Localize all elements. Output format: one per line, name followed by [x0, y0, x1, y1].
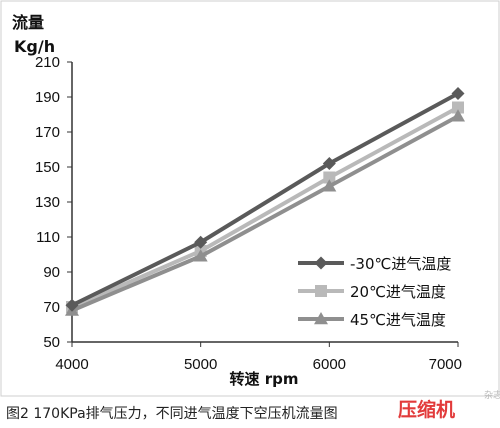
y-ticks: 50 70 90 110 130 150 170 190 210	[35, 54, 72, 351]
series-line	[71, 91, 459, 308]
legend-marker	[315, 285, 327, 297]
legend-marker	[314, 312, 328, 325]
data-point	[65, 298, 79, 312]
y-tick-label: 110	[36, 229, 60, 246]
series-layer	[65, 87, 465, 316]
legend-marker	[314, 256, 328, 270]
legend-item: 20℃进气温度	[298, 283, 446, 301]
y-tick-label: 210	[35, 54, 60, 71]
x-tick-label: 4000	[55, 356, 88, 373]
data-point	[194, 235, 208, 249]
y-tick-label: 90	[43, 264, 60, 281]
y-tick-label: 190	[35, 89, 60, 106]
y-tick-label: 170	[35, 124, 60, 141]
data-point	[322, 157, 336, 170]
x-ticks: 4000 5000 6000 7000	[55, 342, 462, 373]
x-axis-label: 转速 rpm	[230, 370, 299, 388]
y-tick-label: 50	[43, 334, 60, 351]
chart-frame	[0, 0, 500, 397]
legend-label: -30℃进气温度	[350, 255, 451, 273]
data-point	[452, 101, 464, 114]
legend-label: 45℃进气温度	[350, 311, 446, 329]
data-point	[322, 179, 337, 192]
legend-item: -30℃进气温度	[298, 255, 451, 273]
y-axis-label-line1: 流量	[12, 13, 44, 32]
y-tick-label: 130	[35, 194, 60, 211]
series-line	[71, 105, 459, 309]
data-point	[193, 249, 208, 262]
legend-item: 45℃进气温度	[298, 311, 446, 329]
data-point	[323, 171, 336, 184]
data-point	[451, 87, 465, 100]
x-tick-label: 7000	[429, 356, 462, 373]
series-line	[71, 114, 459, 313]
figure-caption: 图2 170KPa排气压力，不同进气温度下空压机流量图	[6, 406, 338, 422]
x-tick-label: 5000	[184, 356, 217, 373]
legend-label: 20℃进气温度	[350, 283, 446, 301]
y-axis-label-line2: Kg/h	[14, 37, 55, 56]
legend: -30℃进气温度 20℃进气温度 45℃进气温度	[298, 255, 451, 329]
watermark-side: 杂志	[484, 389, 500, 401]
data-point	[451, 109, 465, 122]
series-triangle	[65, 109, 465, 316]
watermark-logo: 压缩机	[398, 398, 455, 421]
y-tick-label: 150	[35, 159, 60, 176]
series-square	[66, 101, 464, 313]
x-tick-label: 6000	[313, 356, 346, 373]
y-tick-label: 70	[43, 299, 60, 316]
series-diamond	[65, 87, 465, 312]
